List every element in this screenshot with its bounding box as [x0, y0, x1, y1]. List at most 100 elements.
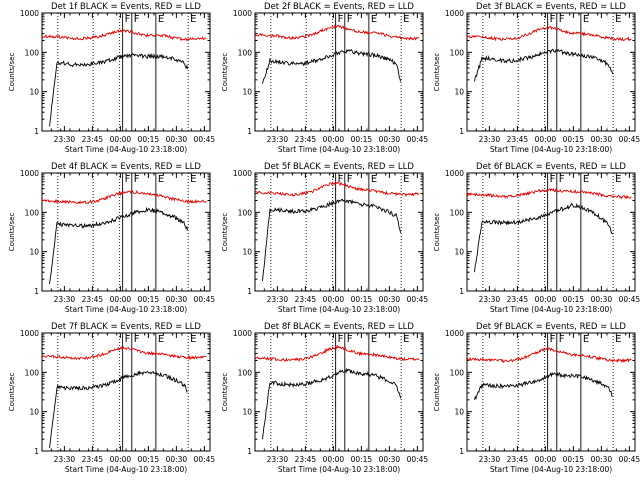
x-tick-label: 00:30	[166, 455, 188, 464]
marker-label-f: F	[550, 14, 556, 25]
x-tick-label: 00:00	[323, 455, 345, 464]
y-tick-label: 10	[454, 88, 464, 97]
x-tick-label: 00:00	[110, 135, 132, 144]
y-axis-label: Counts/sec	[8, 53, 16, 92]
series-line-events	[49, 206, 189, 285]
y-tick-label: 10	[29, 88, 39, 97]
chart-title: Det 1f BLACK = Events, RED = LLD	[51, 2, 201, 12]
plot-frame	[254, 12, 424, 132]
x-tick-label: 00:00	[110, 455, 132, 464]
x-tick-label: 00:00	[535, 135, 557, 144]
y-axis-label: Counts/sec	[221, 373, 229, 412]
y-tick-label: 1	[247, 127, 252, 136]
series-line-lld	[41, 346, 207, 361]
marker-label-f: F	[559, 334, 565, 345]
chart-panel: Det 7f BLACK = Events, RED = LLD 1 10 100 10…	[8, 322, 215, 474]
x-tick-label: 00:00	[323, 135, 345, 144]
x-tick-label: 23:30	[54, 295, 76, 304]
x-tick-label: 23:45	[295, 135, 317, 144]
chart-title: Det 8f BLACK = Events, RED = LLD	[264, 322, 414, 332]
x-axis-label: Start Time (04-Aug-10 23:18:00)	[490, 465, 612, 474]
x-tick-label: 00:15	[563, 135, 585, 144]
plot-frame	[254, 172, 424, 292]
y-tick-label: 1	[459, 127, 464, 136]
x-tick-label: 23:30	[267, 455, 289, 464]
y-tick-label: 1000	[233, 9, 252, 18]
x-tick-label: 00:15	[563, 455, 585, 464]
marker-label-f: F	[347, 174, 353, 185]
chart-title: Det 7f BLACK = Events, RED = LLD	[51, 322, 201, 332]
y-axis-label: Counts/sec	[433, 213, 441, 252]
plot-frame	[41, 172, 211, 292]
x-tick-label: 00:45	[194, 135, 216, 144]
x-tick-label: 23:45	[507, 295, 529, 304]
y-tick-label: 1000	[20, 9, 39, 18]
marker-label-e: E	[190, 334, 196, 345]
series-line-lld	[254, 344, 420, 362]
chart-title: Det 5f BLACK = Events, RED = LLD	[264, 162, 414, 172]
x-tick-label: 23:45	[82, 295, 104, 304]
series-line-events	[474, 48, 614, 82]
marker-label-f: F	[125, 14, 131, 25]
y-tick-label: 1	[34, 447, 39, 456]
marker-label-e: E	[583, 334, 589, 345]
x-tick-label: 00:00	[535, 455, 557, 464]
x-tick-label: 00:30	[591, 135, 613, 144]
x-tick-label: 23:45	[295, 455, 317, 464]
x-tick-label: 00:30	[166, 135, 188, 144]
x-axis-label: Start Time (04-Aug-10 23:18:00)	[278, 145, 400, 154]
marker-label-f: F	[338, 334, 344, 345]
x-tick-label: 23:30	[479, 455, 501, 464]
marker-label-e: E	[583, 174, 589, 185]
y-axis-label: Counts/sec	[221, 213, 229, 252]
chart-panel: Det 5f BLACK = Events, RED = LLD 1 10 100 10…	[221, 162, 428, 314]
marker-label-e: E	[158, 174, 164, 185]
x-tick-label: 00:45	[194, 295, 216, 304]
x-tick-label: 00:30	[591, 455, 613, 464]
y-axis-label: Counts/sec	[8, 213, 16, 252]
y-axis-label: Counts/sec	[8, 373, 16, 412]
marker-label-f: F	[338, 174, 344, 185]
marker-label-e: E	[190, 14, 196, 25]
x-tick-label: 23:30	[479, 295, 501, 304]
y-tick-label: 1	[247, 447, 252, 456]
x-tick-label: 00:30	[591, 295, 613, 304]
x-tick-label: 00:45	[619, 295, 640, 304]
y-tick-label: 1000	[445, 9, 464, 18]
marker-label-e: E	[158, 14, 164, 25]
x-axis-label: Start Time (04-Aug-10 23:18:00)	[65, 305, 187, 314]
x-tick-label: 00:15	[351, 295, 373, 304]
marker-label-e: E	[403, 334, 409, 345]
marker-label-f: F	[347, 334, 353, 345]
x-tick-label: 00:45	[194, 455, 216, 464]
x-axis-label: Start Time (04-Aug-10 23:18:00)	[278, 305, 400, 314]
marker-label-e: E	[403, 174, 409, 185]
marker-label-e: E	[615, 14, 621, 25]
y-tick-label: 1000	[445, 329, 464, 338]
chart-title: Det 9f BLACK = Events, RED = LLD	[476, 322, 626, 332]
y-tick-label: 10	[242, 248, 252, 257]
series-line-events	[262, 367, 402, 440]
marker-label-e: E	[190, 174, 196, 185]
y-tick-label: 1000	[20, 329, 39, 338]
chart-panel: Det 3f BLACK = Events, RED = LLD 1 10 100 10…	[433, 2, 640, 154]
marker-label-f: F	[559, 14, 565, 25]
y-tick-label: 1	[247, 287, 252, 296]
x-tick-label: 23:45	[507, 135, 529, 144]
x-axis-label: Start Time (04-Aug-10 23:18:00)	[65, 465, 187, 474]
series-line-lld	[466, 25, 632, 42]
x-tick-label: 00:30	[379, 455, 401, 464]
series-line-events	[49, 370, 188, 448]
x-tick-label: 00:00	[535, 295, 557, 304]
x-tick-label: 23:30	[54, 135, 76, 144]
x-tick-label: 00:00	[110, 295, 132, 304]
x-tick-label: 23:45	[82, 135, 104, 144]
x-tick-label: 00:00	[323, 295, 345, 304]
x-tick-label: 00:45	[619, 455, 640, 464]
chart-title: Det 6f BLACK = Events, RED = LLD	[476, 162, 626, 172]
marker-label-f: F	[134, 334, 140, 345]
x-tick-label: 00:45	[407, 135, 429, 144]
chart-title: Det 3f BLACK = Events, RED = LLD	[476, 2, 626, 12]
marker-label-e: E	[403, 14, 409, 25]
